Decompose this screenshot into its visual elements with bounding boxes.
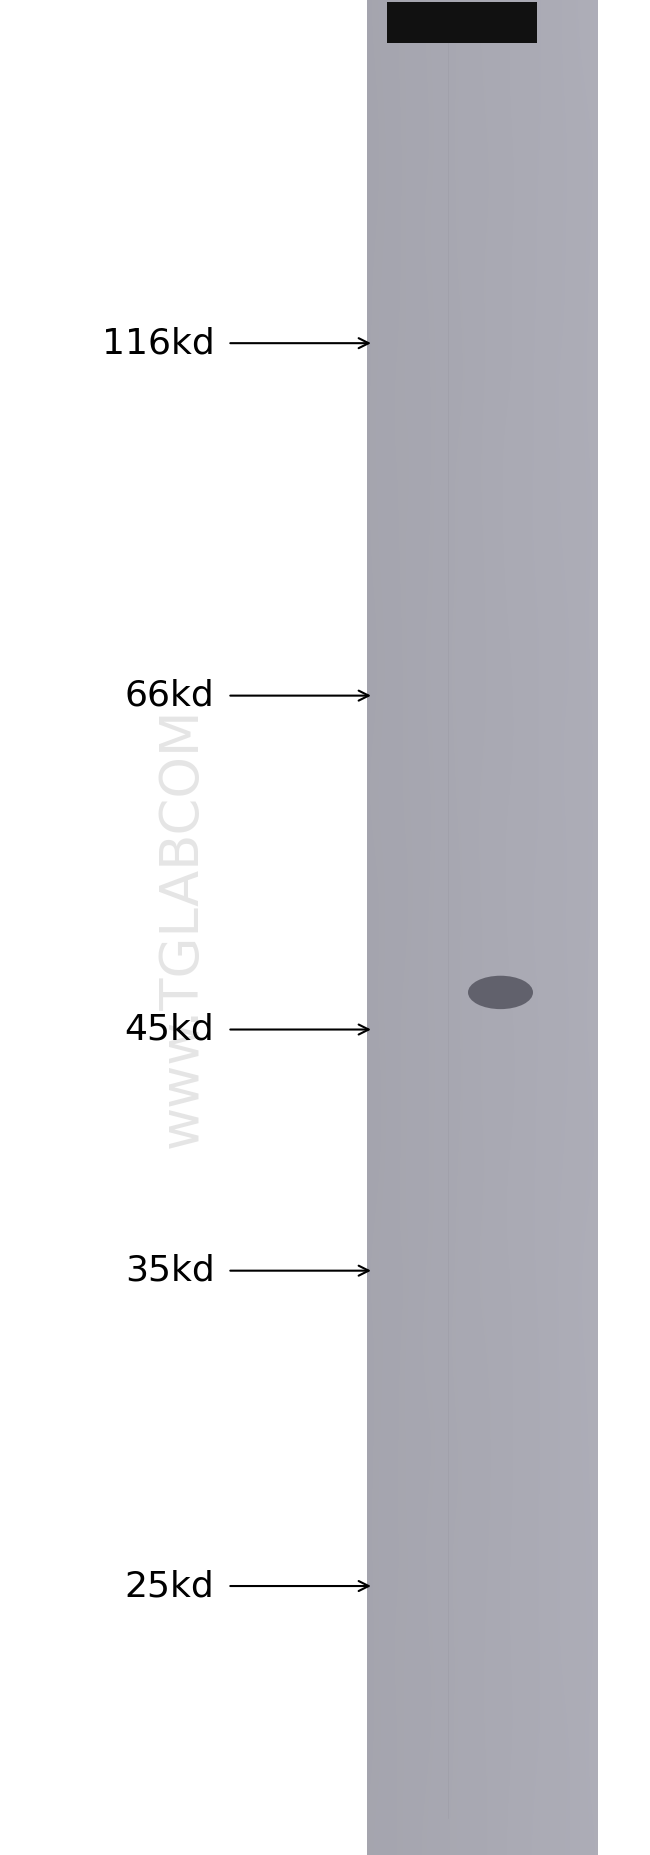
Text: 116kd: 116kd <box>102 326 214 360</box>
Text: 45kd: 45kd <box>125 1013 214 1046</box>
Text: www.TGLABCOM: www.TGLABCOM <box>156 707 208 1148</box>
Bar <box>387 2 537 43</box>
Text: 66kd: 66kd <box>125 679 214 712</box>
Ellipse shape <box>468 976 533 1009</box>
Text: 35kd: 35kd <box>125 1254 214 1287</box>
Text: 25kd: 25kd <box>125 1569 214 1603</box>
